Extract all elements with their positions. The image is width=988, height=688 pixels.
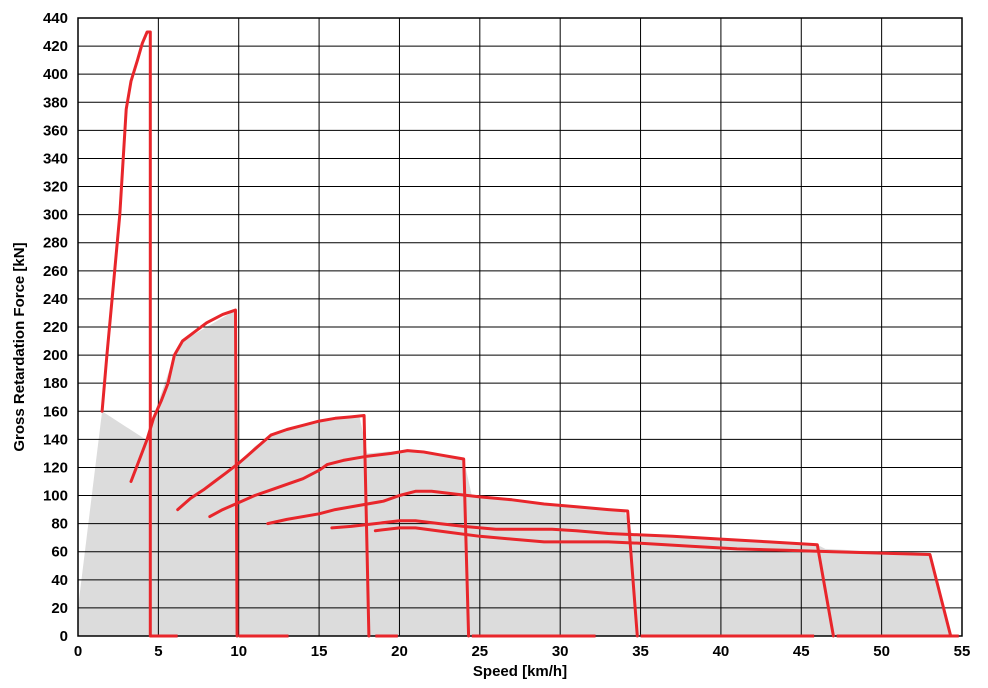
y-tick-label: 420 [43, 38, 68, 55]
force-curve-7 [373, 526, 953, 638]
force-curve-6 [330, 519, 835, 638]
x-tick-label: 20 [391, 643, 408, 660]
x-axis-label: Speed [km/h] [473, 663, 567, 680]
grid-lines [78, 18, 962, 636]
y-tick-label: 40 [51, 572, 68, 589]
y-tick-label: 340 [43, 150, 68, 167]
y-tick-label: 240 [43, 291, 68, 308]
y-tick-label: 200 [43, 347, 68, 364]
x-tick-label: 40 [713, 643, 730, 660]
y-tick-label: 120 [43, 459, 68, 476]
y-tick-label: 180 [43, 375, 68, 392]
y-tick-label: 220 [43, 319, 68, 336]
force-curve-1 [100, 30, 152, 638]
plot-area [77, 17, 963, 638]
y-tick-label: 320 [43, 179, 68, 196]
x-tick-label: 55 [954, 643, 971, 660]
force-curve-3 [176, 414, 371, 638]
x-tick-label: 50 [873, 643, 890, 660]
force-curve-2 [129, 308, 239, 638]
y-tick-label: 400 [43, 66, 68, 83]
x-tick-labels: 0 5 10 15 20 25 30 35 40 45 50 55 [74, 643, 971, 660]
x-tick-label: 10 [230, 643, 247, 660]
y-tick-label: 300 [43, 207, 68, 224]
y-tick-label: 360 [43, 122, 68, 139]
force-curves [100, 30, 953, 638]
y-tick-label: 60 [51, 544, 68, 561]
force-envelope-area [78, 310, 951, 636]
y-tick-labels: 0 20 40 60 80 100 120 140 160 180 200 220 240 260 280 3… [43, 10, 68, 645]
x-tick-label: 45 [793, 643, 810, 660]
force-curve-5 [266, 489, 639, 638]
force-curve-4 [208, 449, 471, 638]
x-tick-label: 35 [632, 643, 649, 660]
x-tick-label: 0 [74, 643, 82, 660]
x-tick-label: 25 [471, 643, 488, 660]
y-tick-label: 140 [43, 431, 68, 448]
y-tick-label: 20 [51, 600, 68, 617]
x-tick-label: 5 [154, 643, 162, 660]
x-tick-label: 30 [552, 643, 569, 660]
y-tick-label: 160 [43, 403, 68, 420]
y-tick-label: 100 [43, 488, 68, 505]
y-tick-label: 0 [60, 628, 68, 645]
y-tick-label: 380 [43, 94, 68, 111]
x-tick-label: 15 [311, 643, 328, 660]
y-tick-label: 280 [43, 235, 68, 252]
y-tick-label: 80 [51, 516, 68, 533]
y-tick-label: 440 [43, 10, 68, 27]
y-axis-label: Gross Retardation Force [kN] [11, 242, 28, 451]
y-tick-label: 260 [43, 263, 68, 280]
